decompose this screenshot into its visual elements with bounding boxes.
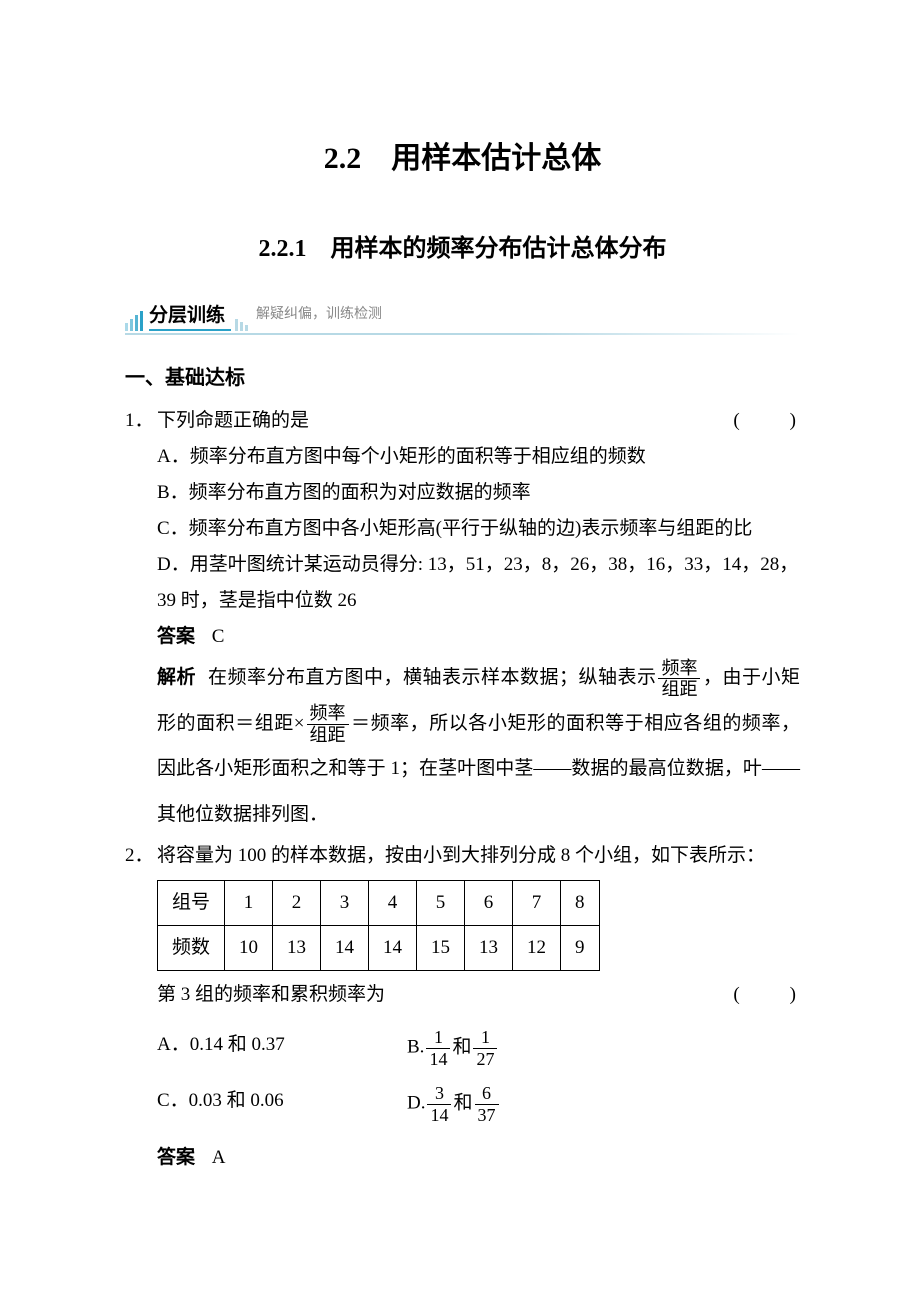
q1-option-b: B．频率分布直方图的面积为对应数据的频率 xyxy=(157,475,800,511)
opt-mid: 和 xyxy=(453,1093,472,1114)
q2-option-c: C．0.03 和 0.06 xyxy=(157,1083,407,1125)
explanation-label: 解析 xyxy=(157,667,196,688)
answer-label: 答案 xyxy=(157,1147,195,1168)
expl-text: ＝频率，所以各小矩形的面积等于相应各组的频率， xyxy=(351,713,800,734)
table-cell: 15 xyxy=(417,925,465,970)
q2-substem: 第 3 组的频率和累积频率为 xyxy=(157,977,713,1013)
page: 2.2 用样本估计总体 2.2.1 用样本的频率分布估计总体分布 分层训练 解疑… xyxy=(0,0,920,1256)
answer-blank: ( ) xyxy=(713,403,800,439)
banner-left: 分层训练 解疑纠偏，训练检测 xyxy=(125,303,382,331)
table-row: 组号 1 2 3 4 5 6 7 8 xyxy=(158,880,600,925)
frac-den: 27 xyxy=(473,1049,497,1070)
fraction: 314 xyxy=(427,1083,451,1125)
frac-num: 1 xyxy=(426,1027,450,1049)
table-cell: 8 xyxy=(561,880,600,925)
q1-option-d: D．用茎叶图统计某运动员得分: 13，51，23，8，26，38，16，33，1… xyxy=(157,547,800,619)
q2-number: 2． xyxy=(125,838,157,874)
banner-bars-icon xyxy=(125,311,143,331)
question-2: 2． 将容量为 100 的样本数据，按由小到大排列分成 8 个小组，如下表所示：… xyxy=(125,838,800,1176)
answer-label: 答案 xyxy=(157,626,195,647)
table-cell: 12 xyxy=(513,925,561,970)
question-1: 1． 下列命题正确的是 ( ) A．频率分布直方图中每个小矩形的面积等于相应组的… xyxy=(125,403,800,838)
q2-option-d: D.314和637 xyxy=(407,1083,657,1125)
table-cell: 14 xyxy=(321,925,369,970)
opt-prefix: B. xyxy=(407,1037,424,1058)
table-header: 频数 xyxy=(158,925,225,970)
opt-prefix: D. xyxy=(407,1093,425,1114)
frac-num: 6 xyxy=(475,1083,499,1105)
table-cell: 7 xyxy=(513,880,561,925)
q1-option-a: A．频率分布直方图中每个小矩形的面积等于相应组的频数 xyxy=(157,439,800,475)
frac-den: 14 xyxy=(426,1049,450,1070)
expl-text: 因此各小矩形面积之和等于 1；在茎叶图中茎——数据的最高位数据，叶——其他位数据… xyxy=(157,758,800,825)
fraction: 114 xyxy=(426,1027,450,1069)
table-cell: 10 xyxy=(225,925,273,970)
answer-blank: ( ) xyxy=(713,977,800,1013)
q2-answer-row: 答案 A xyxy=(157,1140,800,1176)
expl-text: 在频率分布直方图中，横轴表示样本数据；纵轴表示 xyxy=(208,667,656,688)
table-cell: 13 xyxy=(273,925,321,970)
frac-den: 组距 xyxy=(307,725,349,746)
frac-num: 1 xyxy=(473,1027,497,1049)
banner-fade-icon xyxy=(235,317,248,331)
q2-stem: 将容量为 100 的样本数据，按由小到大排列分成 8 个小组，如下表所示： xyxy=(157,838,800,874)
q1-explanation: 解析在频率分布直方图中，横轴表示样本数据；纵轴表示频率组距，由于小矩形的面积＝组… xyxy=(157,655,800,837)
q2-table: 组号 1 2 3 4 5 6 7 8 频数 10 13 14 14 15 13 … xyxy=(157,880,600,971)
q1-answer-row: 答案 C xyxy=(157,619,800,655)
frac-den: 组距 xyxy=(658,679,700,700)
table-header: 组号 xyxy=(158,880,225,925)
table-row: 频数 10 13 14 14 15 13 12 9 xyxy=(158,925,600,970)
table-cell: 13 xyxy=(465,925,513,970)
table-cell: 9 xyxy=(561,925,600,970)
fraction: 637 xyxy=(475,1083,499,1125)
q1-stem: 下列命题正确的是 xyxy=(157,403,713,439)
table-cell: 4 xyxy=(369,880,417,925)
q1-option-c: C．频率分布直方图中各小矩形高(平行于纵轴的边)表示频率与组距的比 xyxy=(157,511,800,547)
banner-title: 分层训练 xyxy=(149,305,231,331)
opt-mid: 和 xyxy=(452,1037,471,1058)
chapter-title: 2.2 用样本估计总体 xyxy=(125,130,800,187)
expl-text: 形的面积＝组距× xyxy=(157,713,305,734)
table-cell: 3 xyxy=(321,880,369,925)
table-cell: 6 xyxy=(465,880,513,925)
frac-num: 频率 xyxy=(658,658,700,680)
frac-num: 3 xyxy=(427,1083,451,1105)
q2-option-a: A．0.14 和 0.37 xyxy=(157,1027,407,1069)
banner-underline xyxy=(125,333,800,335)
fraction: 频率组距 xyxy=(658,658,700,700)
frac-den: 37 xyxy=(475,1105,499,1126)
table-cell: 1 xyxy=(225,880,273,925)
q1-answer: C xyxy=(212,626,225,647)
q2-answer: A xyxy=(212,1147,226,1168)
table-cell: 5 xyxy=(417,880,465,925)
frac-den: 14 xyxy=(427,1105,451,1126)
expl-text: ，由于小矩 xyxy=(702,667,800,688)
section-heading: 一、基础达标 xyxy=(125,359,800,397)
fraction: 127 xyxy=(473,1027,497,1069)
fraction: 频率组距 xyxy=(307,703,349,745)
table-cell: 2 xyxy=(273,880,321,925)
training-banner: 分层训练 解疑纠偏，训练检测 xyxy=(125,303,800,331)
section-title: 2.2.1 用样本的频率分布估计总体分布 xyxy=(125,227,800,273)
frac-num: 频率 xyxy=(307,703,349,725)
q2-option-b: B.114和127 xyxy=(407,1027,657,1069)
q2-options: A．0.14 和 0.37 B.114和127 C．0.03 和 0.06 D.… xyxy=(157,1027,800,1126)
banner-subtitle: 解疑纠偏，训练检测 xyxy=(256,302,382,331)
table-cell: 14 xyxy=(369,925,417,970)
q1-number: 1． xyxy=(125,403,157,439)
